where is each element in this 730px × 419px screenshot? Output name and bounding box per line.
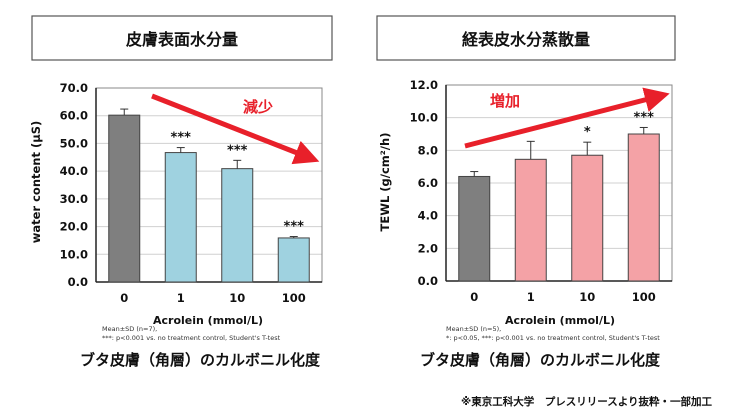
left-significance-mark: *** (284, 220, 305, 235)
right-y-axis-label: TEWL (g/cm²/h) (378, 133, 392, 232)
left-title: 皮膚表面水分量 (125, 30, 238, 49)
left-trend-arrow (151, 93, 320, 165)
right-x-tick-label: 1 (527, 290, 535, 304)
left-bar-0 (108, 114, 141, 283)
right-y-tick-label: 4.0 (418, 209, 438, 223)
right-trend-label: 増加 (490, 92, 520, 110)
right-y-tick-label: 6.0 (418, 176, 438, 190)
right-x-tick-label: 10 (579, 290, 595, 304)
left-bar-100 (277, 237, 310, 283)
right-title: 経表皮水分蒸散量 (462, 30, 590, 49)
left-y-tick-label: 0.0 (68, 275, 88, 289)
right-bar-1 (514, 158, 547, 282)
right-bar-10 (571, 154, 604, 282)
right-bar-0 (458, 175, 491, 282)
right-y-tick-label: 8.0 (418, 143, 438, 157)
left-x-tick-label: 0 (120, 291, 128, 305)
left-significance-mark: *** (171, 131, 192, 146)
right-significance-mark: *** (634, 110, 655, 125)
left-bar-1 (164, 152, 197, 283)
right-significance-mark: * (584, 125, 591, 140)
credit-note: ※東京工科大学 プレスリリースより抜粋・一部加工 (461, 395, 712, 408)
left-y-tick-label: 40.0 (60, 164, 88, 178)
left-footnote-1: Mean±SD (n=7), (102, 325, 157, 333)
right-panel: 経表皮水分蒸散量 TEWL (g/cm²/h) 0.0 2.0 4.0 6.0 8.0 1… (376, 15, 676, 369)
right-footnote-2: *: p<0.05, ***: p<0.001 vs. no treatment… (446, 334, 660, 342)
left-bar-10 (221, 168, 254, 283)
left-panel: 皮膚表面水分量 water content (μS) 0.0 10.0 20.0 30… (29, 15, 333, 369)
right-x-tick-label: 100 (632, 290, 656, 304)
left-y-tick-label: 30.0 (60, 192, 88, 206)
right-footnote-1: Mean±SD (n=5), (446, 325, 501, 333)
left-plot-area: 0.0 10.0 20.0 30.0 40.0 50.0 60.0 70.0 0 *** 1 *** 1… (60, 81, 323, 305)
right-y-tick-label: 2.0 (418, 241, 438, 255)
left-x-tick-label: 1 (177, 291, 185, 305)
left-y-tick-label: 60.0 (60, 109, 88, 123)
right-title-box (376, 15, 676, 61)
left-y-tick-label: 10.0 (60, 247, 88, 261)
right-caption: ブタ皮膚（角層）のカルボニル化度 (420, 351, 661, 369)
right-x-tick-label: 0 (470, 290, 478, 304)
right-y-tick-label: 12.0 (410, 78, 438, 92)
right-x-axis-label: Acrolein (mmol/L) (505, 314, 615, 327)
left-x-tick-label: 10 (229, 291, 245, 305)
left-trend-label: 減少 (243, 98, 273, 116)
left-title-box (31, 15, 333, 61)
right-y-tick-label: 0.0 (418, 274, 438, 288)
left-x-tick-label: 100 (282, 291, 306, 305)
right-trend-arrow (464, 87, 670, 149)
left-footnote-2: ***: p<0.001 vs. no treatment control, S… (102, 334, 281, 342)
left-significance-mark: *** (227, 143, 248, 158)
right-bar-100 (627, 133, 660, 282)
left-x-axis-label: Acrolein (mmol/L) (153, 314, 263, 327)
left-y-axis-label: water content (μS) (29, 121, 43, 244)
left-y-tick-label: 20.0 (60, 220, 88, 234)
left-y-tick-label: 50.0 (60, 136, 88, 150)
right-y-tick-label: 10.0 (410, 111, 438, 125)
left-caption: ブタ皮膚（角層）のカルボニル化度 (80, 351, 321, 369)
left-y-tick-label: 70.0 (60, 81, 88, 95)
right-plot-area: 0.0 2.0 4.0 6.0 8.0 10.0 12.0 0 1 * 10 *** 100 増加 (410, 78, 673, 304)
